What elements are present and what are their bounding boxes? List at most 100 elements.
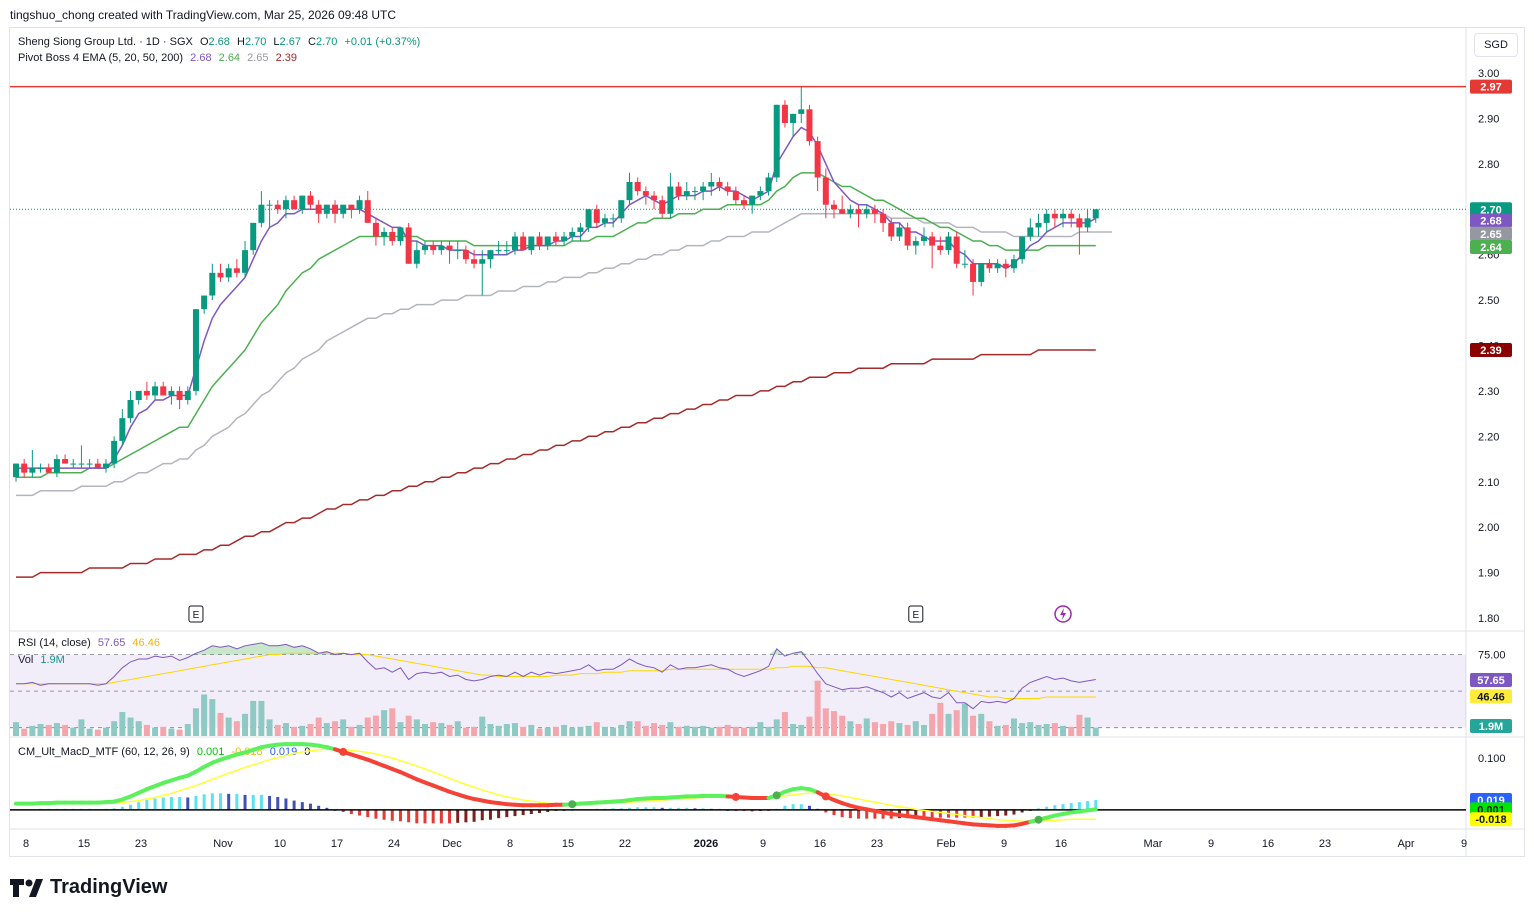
candle (446, 241, 453, 264)
ema50-value: 2.65 (247, 52, 269, 64)
candle-body (536, 236, 543, 246)
volume-bar (626, 721, 633, 736)
candle-body (1084, 218, 1091, 228)
ema200-line (16, 349, 1096, 578)
volume-indicator-name[interactable]: Vol (18, 654, 34, 666)
volume-bar (781, 712, 788, 736)
symbol-name[interactable]: Sheng Siong Group Ltd. · 1D · SGX (18, 36, 193, 48)
volume-bar (1051, 723, 1058, 736)
price-label (1470, 202, 1512, 217)
earnings-marker (908, 605, 924, 623)
candle-body (184, 390, 191, 400)
candle-body (70, 463, 77, 465)
candle (601, 213, 608, 228)
legend-rsi[interactable]: RSI (14, close) 57.65 46.46 (18, 637, 164, 649)
candle-body (749, 195, 756, 205)
legend-ema[interactable]: Pivot Boss 4 EMA (5, 20, 50, 200) 2.68 2… (18, 52, 301, 64)
volume-bar (1010, 718, 1017, 736)
volume-bar (332, 721, 339, 736)
candle (1060, 209, 1067, 228)
macd-hist-bar (268, 795, 272, 810)
macd-hist-bar (186, 797, 190, 810)
earnings-marker-label: E (912, 610, 919, 621)
macd-hist-bar (701, 808, 705, 810)
macd-hist-bar (308, 803, 312, 810)
macd-hist-bar (243, 794, 247, 810)
candle-body (700, 186, 707, 192)
macd-hist-bar (1004, 809, 1008, 816)
volume-bar (978, 713, 985, 736)
volume-bar (724, 724, 731, 736)
candle-body (1068, 213, 1075, 219)
candle (986, 259, 993, 273)
macd-hist-bar (636, 807, 640, 810)
volume-bar (912, 721, 919, 736)
volume-bar (741, 727, 748, 736)
volume-bar (86, 728, 93, 736)
candle (462, 245, 469, 264)
rsi-indicator-name[interactable]: RSI (14, close) (18, 637, 91, 649)
candle (618, 200, 625, 223)
volume-bar (880, 724, 887, 736)
candle-body (904, 227, 911, 246)
rsi-signal-label-text: 46.46 (1477, 691, 1505, 703)
volume-bar (593, 722, 600, 736)
rsi-value-label-text: 57.65 (1477, 675, 1505, 687)
candle (242, 241, 249, 278)
volume-bar (1084, 717, 1091, 736)
volume-bar (495, 725, 502, 736)
candle-body (757, 191, 764, 196)
macd-hist-bar (194, 795, 198, 810)
macd-hist-bar (1045, 806, 1049, 810)
currency-selector[interactable]: SGD (1474, 33, 1518, 57)
candle (225, 263, 232, 282)
candle-body (438, 245, 445, 251)
volume-bar (1068, 726, 1075, 736)
time-axis-tick: 10 (274, 838, 286, 850)
resistance-price-label (1470, 79, 1512, 94)
candle (413, 241, 420, 269)
candle (176, 386, 183, 410)
candle (454, 241, 461, 260)
candle (757, 186, 764, 201)
candle-body (503, 250, 510, 252)
price-axis-tick: 1.80 (1478, 613, 1499, 625)
candle (479, 250, 486, 296)
macd-hist-bar (1053, 805, 1057, 810)
volume-bar (1060, 725, 1067, 736)
candle (920, 227, 927, 246)
candle (634, 177, 641, 196)
candle (29, 449, 36, 478)
legend-volume[interactable]: Vol 1.9M (18, 654, 69, 666)
volume-bar (381, 710, 388, 736)
ema-indicator-name[interactable]: Pivot Boss 4 EMA (5, 20, 50, 200) (18, 52, 184, 64)
macd-hist-bar (1061, 804, 1065, 810)
macd-hist-bar (464, 809, 468, 823)
time-axis-tick: 16 (1262, 838, 1274, 850)
macd-hist-bar (1069, 803, 1073, 810)
macd-hist-bar (652, 807, 656, 810)
candle (765, 172, 772, 196)
macd-hist-bar (1037, 808, 1040, 810)
macd-hist-bar (914, 809, 918, 818)
candle (135, 390, 142, 405)
candle-body (920, 236, 927, 242)
macd-hist-bar (873, 809, 877, 819)
volume-bar (847, 721, 854, 736)
candle-body (994, 263, 1001, 269)
candle-body (724, 186, 731, 192)
tradingview-logo[interactable]: TradingView (10, 876, 167, 899)
candle (1035, 213, 1042, 237)
volume-bar (667, 722, 674, 736)
candle-body (266, 204, 273, 206)
macd-indicator-name[interactable]: CM_Ult_MacD_MTF (60, 12, 26, 9) (18, 746, 190, 758)
candle (528, 236, 535, 255)
macd-hist-bar (366, 809, 370, 818)
candle-body (422, 245, 428, 251)
candle-body (1010, 259, 1017, 269)
volume-bar (340, 719, 347, 736)
volume-bar (135, 721, 142, 736)
legend-price[interactable]: Sheng Siong Group Ltd. · 1D · SGX O2.68 … (18, 36, 421, 48)
candle (863, 204, 870, 219)
